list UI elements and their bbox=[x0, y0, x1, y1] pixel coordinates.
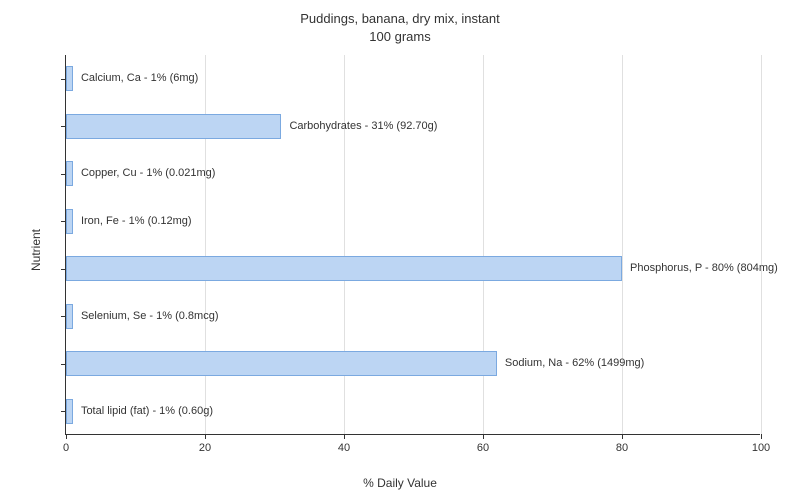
bar-label: Phosphorus, P - 80% (804mg) bbox=[630, 256, 778, 281]
plot-area: 020406080100Calcium, Ca - 1% (6mg)Carboh… bbox=[65, 55, 760, 435]
bar-label: Calcium, Ca - 1% (6mg) bbox=[81, 66, 198, 91]
bar bbox=[66, 114, 281, 139]
bar bbox=[66, 399, 73, 424]
x-tick-label: 20 bbox=[199, 442, 211, 454]
gridline bbox=[622, 55, 623, 434]
bar-label: Carbohydrates - 31% (92.70g) bbox=[289, 114, 437, 139]
x-tick-label: 40 bbox=[338, 442, 350, 454]
bar bbox=[66, 351, 497, 376]
bar bbox=[66, 304, 73, 329]
x-tick bbox=[761, 434, 762, 439]
chart-title: Puddings, banana, dry mix, instant 100 g… bbox=[0, 0, 800, 46]
bar-label: Total lipid (fat) - 1% (0.60g) bbox=[81, 399, 213, 424]
x-tick bbox=[622, 434, 623, 439]
x-tick-label: 60 bbox=[477, 442, 489, 454]
bar-label: Sodium, Na - 62% (1499mg) bbox=[505, 351, 644, 376]
gridline bbox=[205, 55, 206, 434]
x-tick-label: 80 bbox=[616, 442, 628, 454]
x-tick bbox=[66, 434, 67, 439]
x-tick bbox=[483, 434, 484, 439]
x-tick-label: 0 bbox=[63, 442, 69, 454]
title-line2: 100 grams bbox=[369, 29, 430, 44]
gridline bbox=[761, 55, 762, 434]
gridline bbox=[344, 55, 345, 434]
y-axis-label: Nutrient bbox=[29, 229, 43, 271]
bar-label: Iron, Fe - 1% (0.12mg) bbox=[81, 209, 192, 234]
bar bbox=[66, 256, 622, 281]
bar bbox=[66, 66, 73, 91]
x-axis-label: % Daily Value bbox=[363, 476, 437, 490]
chart-container: Puddings, banana, dry mix, instant 100 g… bbox=[0, 0, 800, 500]
gridline bbox=[483, 55, 484, 434]
bar-label: Selenium, Se - 1% (0.8mcg) bbox=[81, 304, 219, 329]
x-tick bbox=[205, 434, 206, 439]
title-line1: Puddings, banana, dry mix, instant bbox=[300, 11, 499, 26]
bar bbox=[66, 161, 73, 186]
x-tick bbox=[344, 434, 345, 439]
bar bbox=[66, 209, 73, 234]
bar-label: Copper, Cu - 1% (0.021mg) bbox=[81, 161, 216, 186]
x-tick-label: 100 bbox=[752, 442, 770, 454]
